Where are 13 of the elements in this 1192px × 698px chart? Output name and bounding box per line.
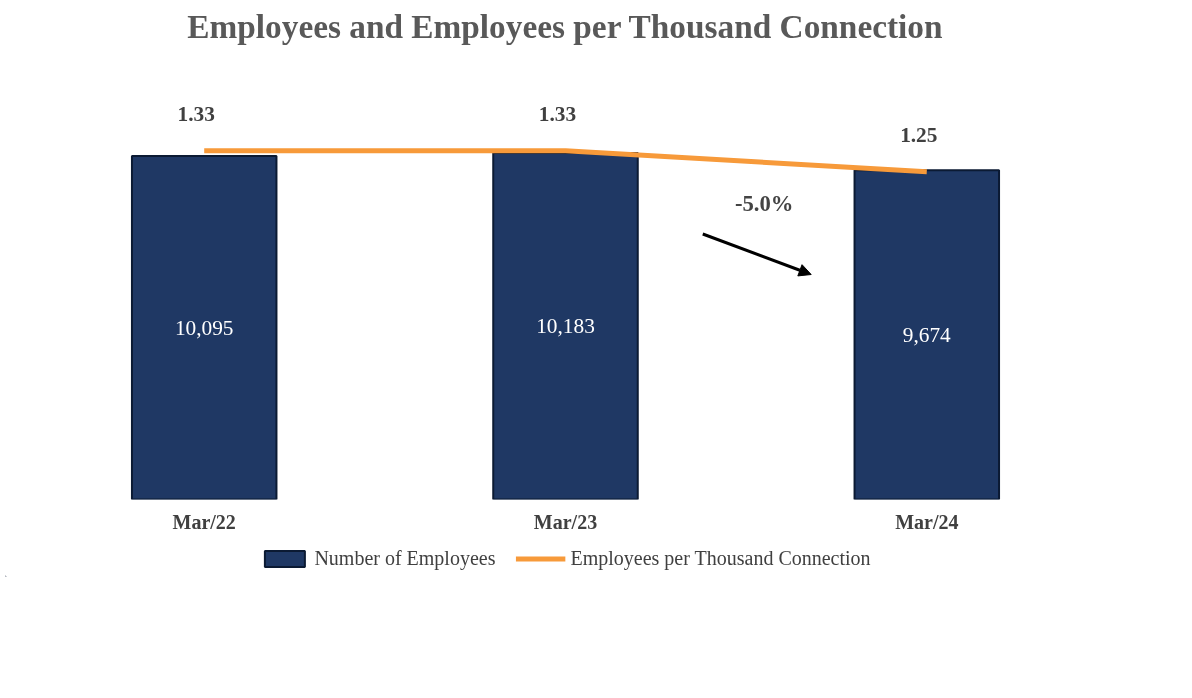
data-label: 1.33: [177, 101, 215, 126]
legend-label: Employees per Thousand Connection: [570, 546, 871, 570]
data-label: 10,095: [174, 315, 234, 340]
data-label: 1.33: [538, 101, 577, 126]
x-tick-label: Mar/23: [533, 510, 598, 533]
chart-title: Employees and Employees per Thousand Connection: [187, 7, 943, 45]
data-label: 10,183: [536, 314, 595, 339]
annotation: -5.0%: [734, 191, 794, 216]
data-label: 9,674: [902, 322, 952, 347]
x-tick-label: Mar/24: [895, 510, 959, 533]
data-label: 1.25: [900, 122, 938, 147]
x-tick-label: Mar/22: [172, 510, 236, 533]
legend-label: Number of Employees: [314, 546, 496, 570]
